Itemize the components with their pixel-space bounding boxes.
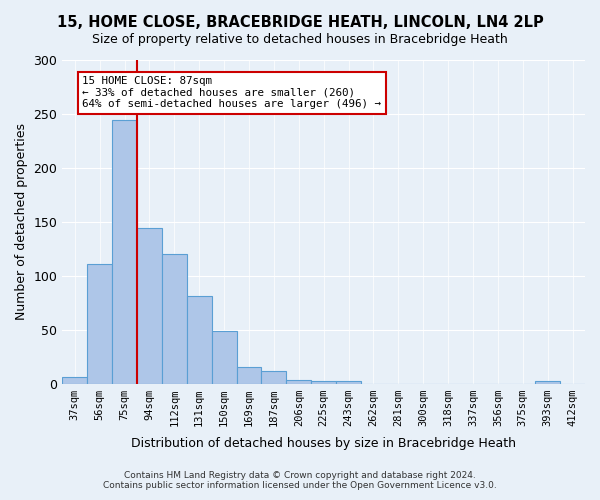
Bar — [535, 382, 560, 384]
Bar — [262, 370, 286, 384]
Bar — [62, 377, 87, 384]
Bar — [212, 330, 236, 384]
Text: Contains HM Land Registry data © Crown copyright and database right 2024.
Contai: Contains HM Land Registry data © Crown c… — [103, 470, 497, 490]
Bar — [137, 228, 162, 384]
Bar — [311, 382, 336, 384]
Bar — [87, 264, 112, 384]
Bar — [336, 382, 361, 384]
Text: 15 HOME CLOSE: 87sqm
← 33% of detached houses are smaller (260)
64% of semi-deta: 15 HOME CLOSE: 87sqm ← 33% of detached h… — [82, 76, 381, 110]
Bar — [236, 368, 262, 384]
Y-axis label: Number of detached properties: Number of detached properties — [15, 124, 28, 320]
Bar — [112, 120, 137, 384]
X-axis label: Distribution of detached houses by size in Bracebridge Heath: Distribution of detached houses by size … — [131, 437, 516, 450]
Text: 15, HOME CLOSE, BRACEBRIDGE HEATH, LINCOLN, LN4 2LP: 15, HOME CLOSE, BRACEBRIDGE HEATH, LINCO… — [56, 15, 544, 30]
Text: Size of property relative to detached houses in Bracebridge Heath: Size of property relative to detached ho… — [92, 32, 508, 46]
Bar — [162, 254, 187, 384]
Bar — [187, 296, 212, 384]
Bar — [286, 380, 311, 384]
